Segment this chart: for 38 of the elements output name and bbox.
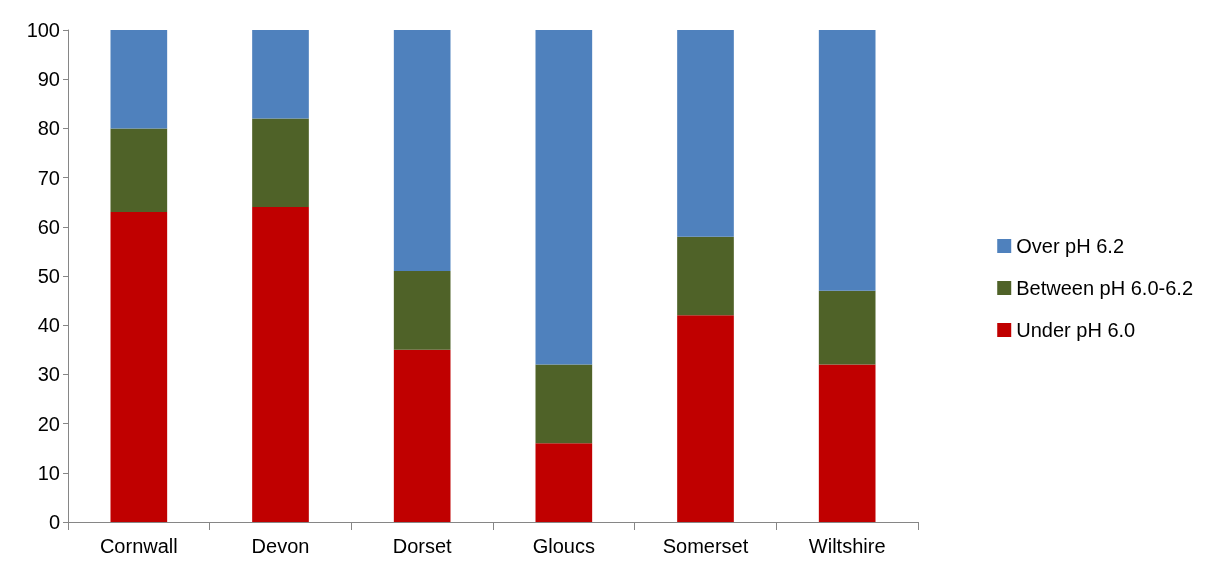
y-tick-label: 60 (37, 215, 60, 238)
x-tick-label: Wiltshire (808, 535, 886, 557)
bar (818, 364, 876, 522)
y-tick-label: 30 (37, 363, 60, 386)
legend-label: Over pH 6.2 (1016, 235, 1125, 257)
bar (252, 30, 309, 119)
bar (393, 349, 451, 522)
y-tick-label: 100 (26, 19, 60, 41)
y-tick-label: 70 (37, 166, 60, 189)
bar (110, 212, 168, 522)
bar (110, 128, 168, 213)
y-tick-label: 80 (37, 117, 60, 140)
x-tick-label: Devon (251, 535, 310, 557)
bar (677, 236, 734, 316)
y-tick-label: 40 (37, 314, 60, 337)
bar (252, 207, 309, 522)
legend-label: Between pH 6.0-6.2 (1016, 277, 1193, 299)
bar (393, 30, 451, 272)
bar (393, 271, 451, 350)
bar (818, 30, 876, 291)
x-tick-label: Gloucs (532, 535, 595, 557)
bar (110, 30, 168, 129)
y-tick-label: 10 (37, 461, 60, 484)
bar (535, 443, 593, 522)
bar (818, 290, 876, 365)
x-tick-label: Cornwall (99, 535, 178, 557)
y-tick-label: 20 (37, 412, 60, 435)
legend-label: Under pH 6.0 (1016, 319, 1136, 341)
bar (535, 364, 593, 444)
y-tick-label: 50 (37, 265, 60, 287)
x-tick-label: Somerset (662, 535, 749, 557)
bar (535, 30, 593, 365)
y-tick-label: 0 (48, 511, 60, 533)
x-tick-label: Dorset (392, 535, 453, 557)
y-tick-label: 90 (37, 68, 60, 91)
bar (252, 118, 309, 208)
bar (677, 30, 734, 237)
bar (677, 315, 734, 522)
